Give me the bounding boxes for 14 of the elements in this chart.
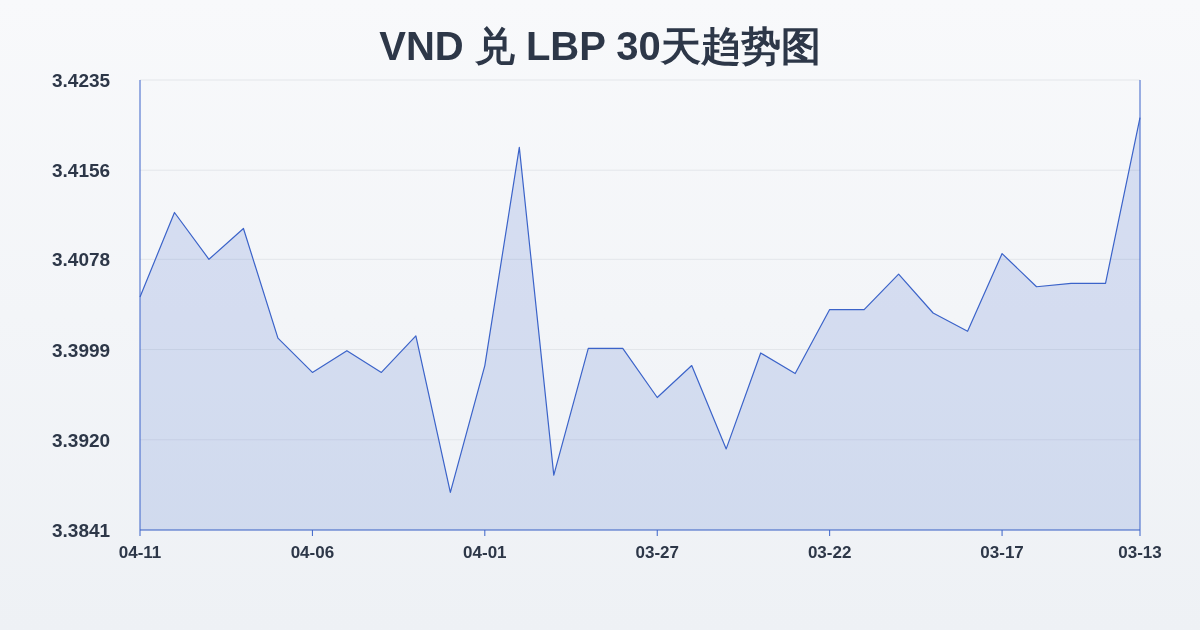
y-tick-label: 3.4156: [52, 160, 111, 182]
x-tick-label: 03-17: [980, 543, 1024, 562]
y-tick-label: 3.4078: [52, 249, 111, 271]
x-tick-label: 04-11: [118, 543, 162, 562]
y-tick-label: 3.3841: [52, 520, 111, 541]
x-tick-label: 04-01: [463, 543, 507, 562]
y-tick-label: 3.3920: [52, 429, 111, 451]
y-tick-label: 3.3999: [52, 339, 111, 361]
x-tick-label: 03-13: [1118, 543, 1162, 562]
x-tick-label: 03-22: [807, 543, 852, 562]
y-tick-label: 3.4235: [52, 70, 111, 91]
x-tick-label: 03-27: [635, 543, 679, 562]
x-tick-label: 04-06: [290, 543, 335, 562]
chart-title: VND 兑 LBP 30天趋势图: [379, 24, 821, 68]
